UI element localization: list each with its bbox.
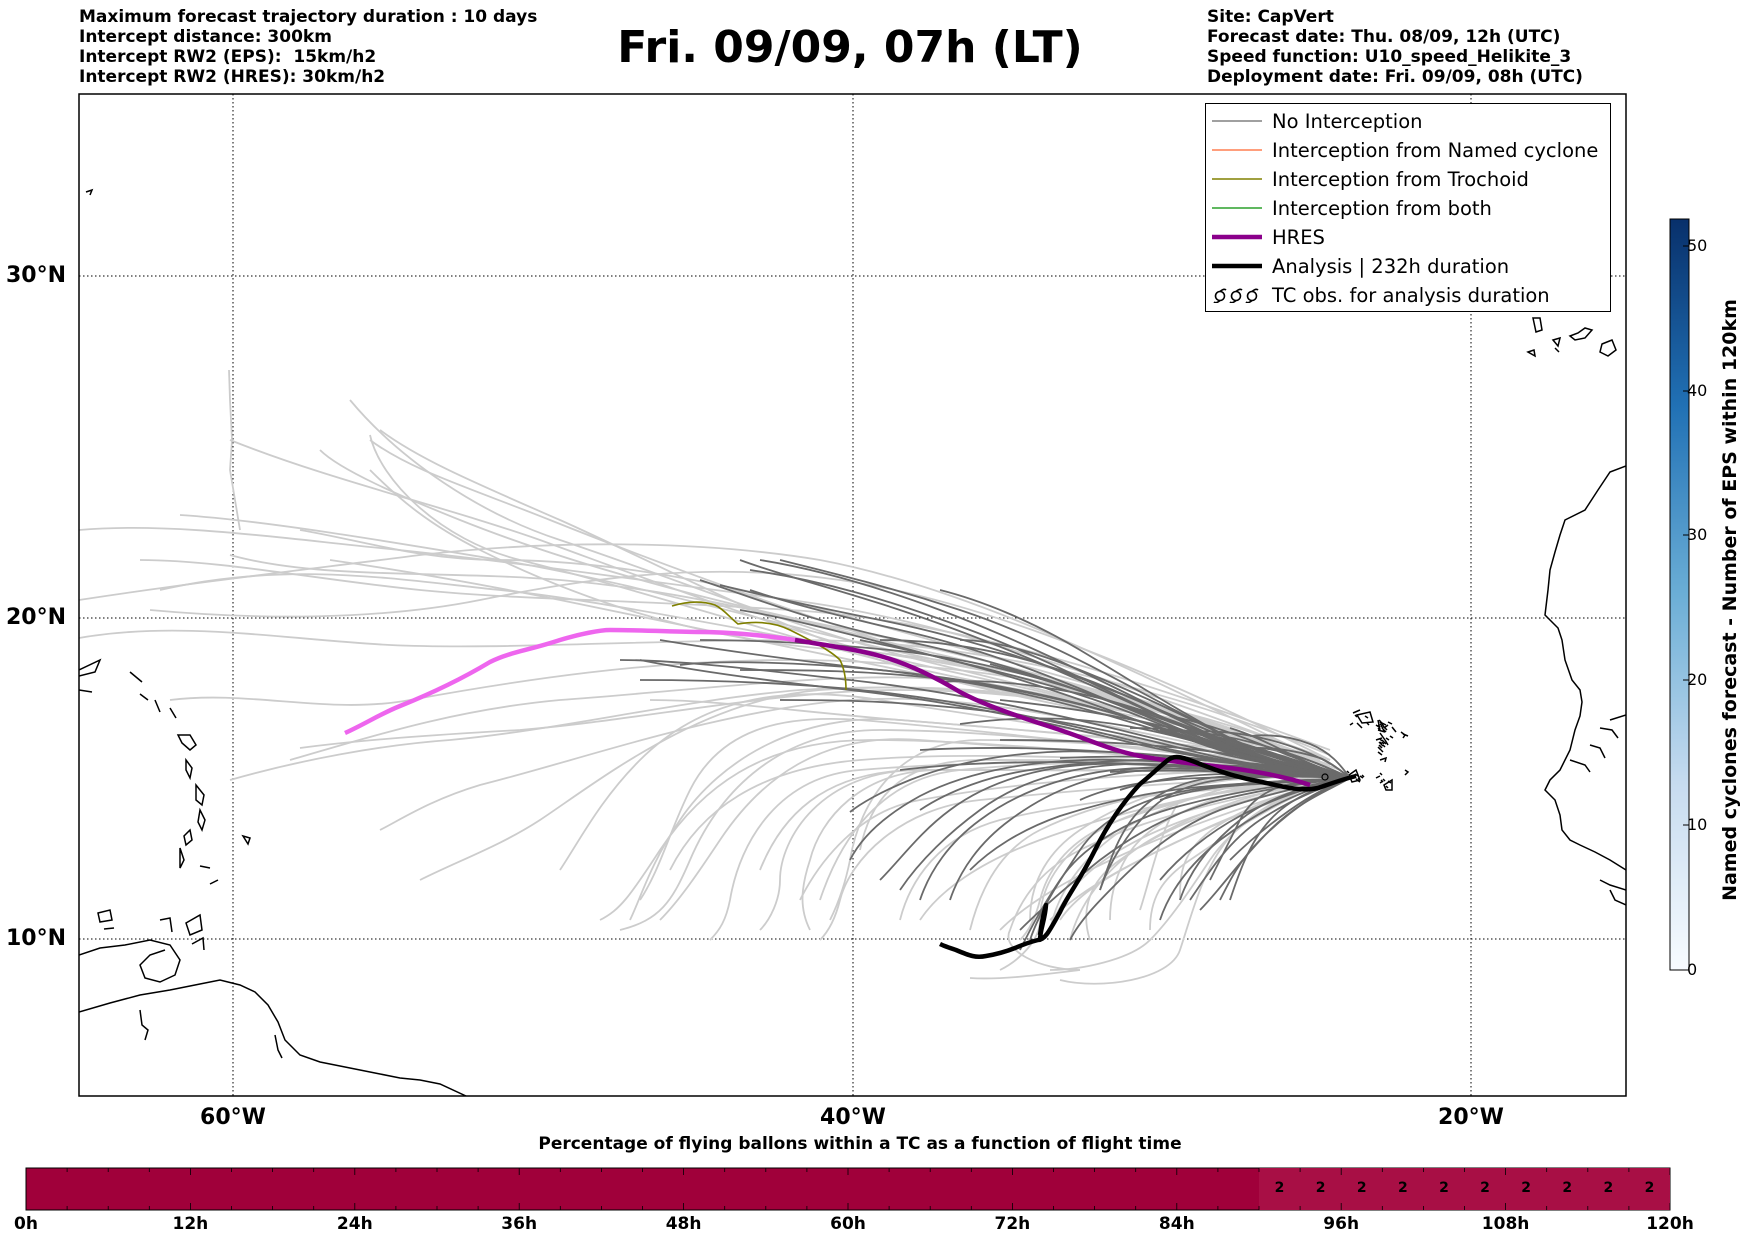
progress-bar-ticks [25,1168,1671,1210]
light-trajectories [79,369,1351,985]
progress-bar-cell-value: 2 [1480,1180,1490,1196]
hres-trajectory [794,637,1311,788]
legend-label: Analysis | 232h duration [1272,254,1510,278]
legend-line-trochoid [1212,178,1262,180]
colorbar-tick-30: 30 [1687,525,1708,544]
legend-item-hres: HRES [1212,224,1325,250]
progress-bar-tick-label: 108h [1481,1214,1530,1234]
progress-bar-tick-label: 48h [665,1214,702,1234]
lat-label-10n: 10°N [5,926,66,951]
progress-bar-title: Percentage of flying ballons within a TC… [538,1134,1182,1154]
legend-line-hres [1212,234,1262,240]
legend-line-analysis [1212,263,1262,269]
legend-item-named-cyclone: Interception from Named cyclone [1212,137,1598,163]
legend-item-tc-obs: TC obs. for analysis duration [1212,282,1550,308]
header-max-duration: Maximum forecast trajectory duration : 1… [79,7,538,27]
colorbar-tick-50: 50 [1687,236,1708,255]
progress-bar-cell-value: 2 [1603,1180,1614,1196]
header-intercept-hres: Intercept RW2 (HRES): 30km/h2 [79,67,386,87]
header-site: Site: CapVert [1207,7,1334,27]
progress-bar-tick-label: 0h [14,1214,38,1234]
progress-bar-highlight [1259,1168,1670,1210]
progress-bar-tick-label: 36h [501,1214,538,1234]
legend-label: Interception from Trochoid [1272,167,1529,191]
map-legend: No Interception Interception from Named … [1205,103,1611,312]
legend-label: TC obs. for analysis duration [1272,283,1550,307]
trochoid-trajectory [671,601,847,691]
legend-item-no-interception: No Interception [1212,108,1423,134]
legend-item-analysis: Analysis | 232h duration [1212,253,1509,279]
tc-symbol-icon [1213,288,1259,303]
header-info-right: Site: CapVert Forecast date: Thu. 08/09,… [1207,7,1583,87]
header-deployment-date: Deployment date: Fri. 09/09, 08h (UTC) [1207,67,1583,87]
lat-label-30n: 30°N [5,263,66,288]
progress-bar-cell-value: 2 [1562,1180,1573,1196]
progress-bar-cell-value: 2 [1315,1180,1326,1196]
lat-label-20n: 20°N [5,605,66,630]
progress-bar-tick-label: 24h [336,1214,373,1234]
colorbar-tick-10: 10 [1687,815,1708,834]
progress-bar-tick-label: 72h [994,1214,1031,1234]
header-intercept-eps: Intercept RW2 (EPS): 15km/h2 [79,47,377,67]
header-forecast-date: Forecast date: Thu. 08/09, 12h (UTC) [1207,27,1561,47]
progress-bar-tick-label: 12h [172,1214,209,1234]
colorbar-tick-40: 40 [1687,381,1708,400]
progress-bar-cell-value: 2 [1644,1180,1655,1196]
progress-bar-cell-value: 2 [1521,1180,1532,1196]
legend-label: HRES [1272,225,1325,249]
colorbar-title: Named cyclones forecast - Number of EPS … [1719,299,1741,901]
progress-bar-cell-value: 2 [1439,1180,1449,1196]
progress-bar-tick-label: 84h [1158,1214,1195,1234]
tc-observation-marker [1321,773,1329,781]
lon-label-20w: 20°W [1438,1105,1504,1130]
hres-trajectory-early [344,627,796,736]
progress-bar-tick-label: 60h [830,1214,866,1234]
colorbar-tick-0: 0 [1687,960,1698,979]
lon-label-60w: 60°W [200,1105,266,1130]
dark-trajectories [619,559,1351,951]
coastlines [79,188,1626,1096]
legend-item-both: Interception from both [1212,195,1492,221]
header-speed-function: Speed function: U10_speed_Helikite_3 [1207,47,1572,67]
header-intercept-distance: Intercept distance: 300km [79,27,332,47]
progress-bar-tick-label: 120h [1646,1214,1694,1234]
page-title: Fri. 09/09, 07h (LT) [617,22,1083,73]
header-info-left: Maximum forecast trajectory duration : 1… [79,7,537,87]
colorbar-tick-20: 20 [1687,670,1708,689]
progress-bar-tick-label: 96h [1323,1214,1360,1234]
lon-label-40w: 40°W [820,1105,886,1130]
analysis-trajectory [938,754,1357,959]
legend-line-both [1212,207,1262,209]
legend-label: Interception from Named cyclone [1272,138,1599,162]
progress-bar-cell-value: 2 [1274,1180,1285,1196]
map-frame [78,93,1627,1097]
legend-label: Interception from both [1272,196,1492,220]
progress-bar-cell-value: 2 [1356,1180,1367,1196]
colorbar [1669,218,1690,971]
progress-bar-cell-value: 2 [1397,1180,1408,1196]
colorbar-ticks [1683,245,1689,826]
legend-item-trochoid: Interception from Trochoid [1212,166,1529,192]
legend-line-no-interception [1212,120,1262,122]
legend-line-named-cyclone [1212,149,1262,151]
legend-label: No Interception [1272,109,1423,133]
